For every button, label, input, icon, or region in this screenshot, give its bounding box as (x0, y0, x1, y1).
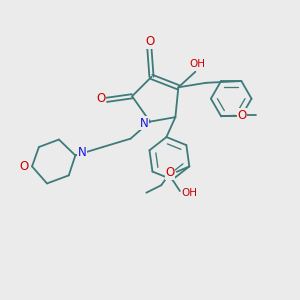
Text: N: N (77, 146, 86, 160)
Text: N: N (140, 117, 148, 130)
Text: OH: OH (182, 188, 197, 198)
Text: O: O (237, 109, 247, 122)
Text: O: O (96, 92, 105, 105)
Text: O: O (19, 160, 28, 173)
Text: O: O (166, 166, 175, 179)
Text: OH: OH (189, 59, 205, 69)
Text: O: O (146, 35, 154, 48)
